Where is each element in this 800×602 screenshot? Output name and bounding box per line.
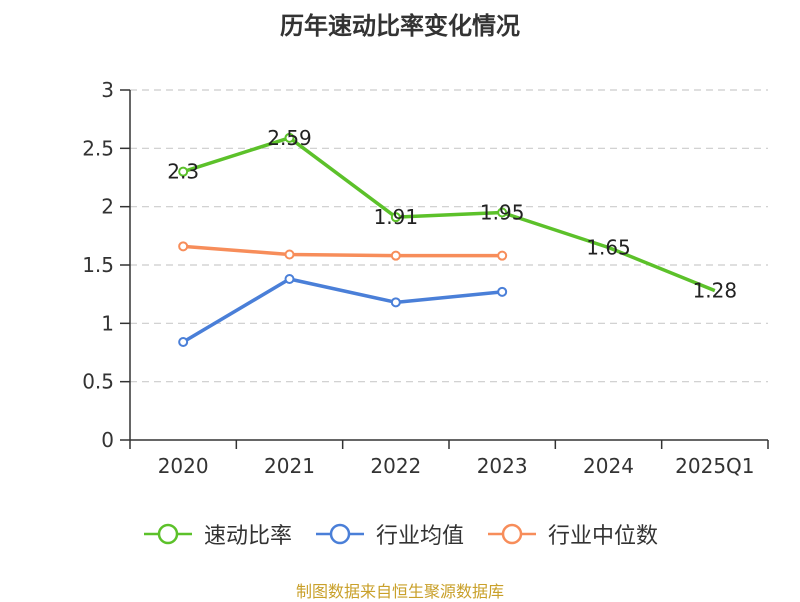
y-tick-label: 3 (101, 78, 114, 102)
x-tick-label: 2024 (583, 454, 634, 478)
legend-label-industry-mean: 行业均值 (375, 524, 464, 549)
y-tick-label: 0 (101, 428, 114, 452)
x-tick-label: 2020 (158, 454, 209, 478)
data-source-footer: 制图数据来自恒生聚源数据库 (295, 582, 504, 601)
data-label: 2.59 (267, 126, 312, 150)
series-point-0 (284, 132, 295, 143)
line-chart: 0 0.5 1 1.5 2 2.5 3 2020 2021 2022 2023 2024 2025Q1 2… (82, 78, 769, 478)
legend-label-quick-ratio: 速动比率 (203, 524, 292, 549)
legend-swatch-quick-ratio (143, 523, 192, 545)
y-tick-label: 1 (101, 311, 114, 335)
data-label: 1.65 (586, 236, 631, 260)
series-point-1 (390, 297, 401, 308)
series-line-1 (182, 277, 503, 344)
series-point-2 (497, 250, 508, 261)
series-point-2 (284, 249, 295, 260)
legend-swatch-industry-median (488, 523, 536, 545)
legend: 速动比率 行业均值 行业中位数 (0, 518, 800, 550)
series-point-2 (178, 241, 189, 252)
series-point-1 (284, 274, 295, 284)
legend-swatch-industry-mean (315, 523, 364, 545)
series-point-1 (497, 286, 508, 297)
series-point-0 (390, 212, 401, 223)
y-tick-label: 2.5 (82, 136, 114, 160)
series-point-2 (390, 250, 401, 261)
legend-item-quick-ratio[interactable]: 速动比率 (142, 518, 292, 550)
series-point-1 (178, 337, 189, 347)
legend-item-industry-median[interactable]: 行业中位数 (486, 518, 658, 550)
y-tick-label: 0.5 (82, 370, 114, 394)
legend-item-industry-mean[interactable]: 行业均值 (314, 518, 464, 550)
data-label: 1.95 (480, 201, 525, 225)
x-tick-label: 2023 (477, 454, 528, 478)
series-point-0 (178, 166, 189, 177)
x-tick-label: 2025Q1 (675, 454, 754, 478)
series-line-2 (183, 244, 503, 258)
data-label: 2.3 (167, 160, 199, 184)
y-tick-label: 2 (101, 195, 114, 219)
legend-label-industry-median: 行业中位数 (548, 524, 659, 549)
x-tick-label: 2021 (264, 454, 315, 478)
data-label: 1.91 (374, 205, 419, 229)
chart-title: 历年速动比率变化情况 (280, 12, 520, 40)
y-tick-label: 1.5 (82, 253, 114, 277)
series-line-0 (182, 136, 716, 293)
x-tick-label: 2022 (370, 454, 421, 478)
data-label: 1.28 (693, 279, 738, 303)
series-point-0 (497, 207, 508, 218)
